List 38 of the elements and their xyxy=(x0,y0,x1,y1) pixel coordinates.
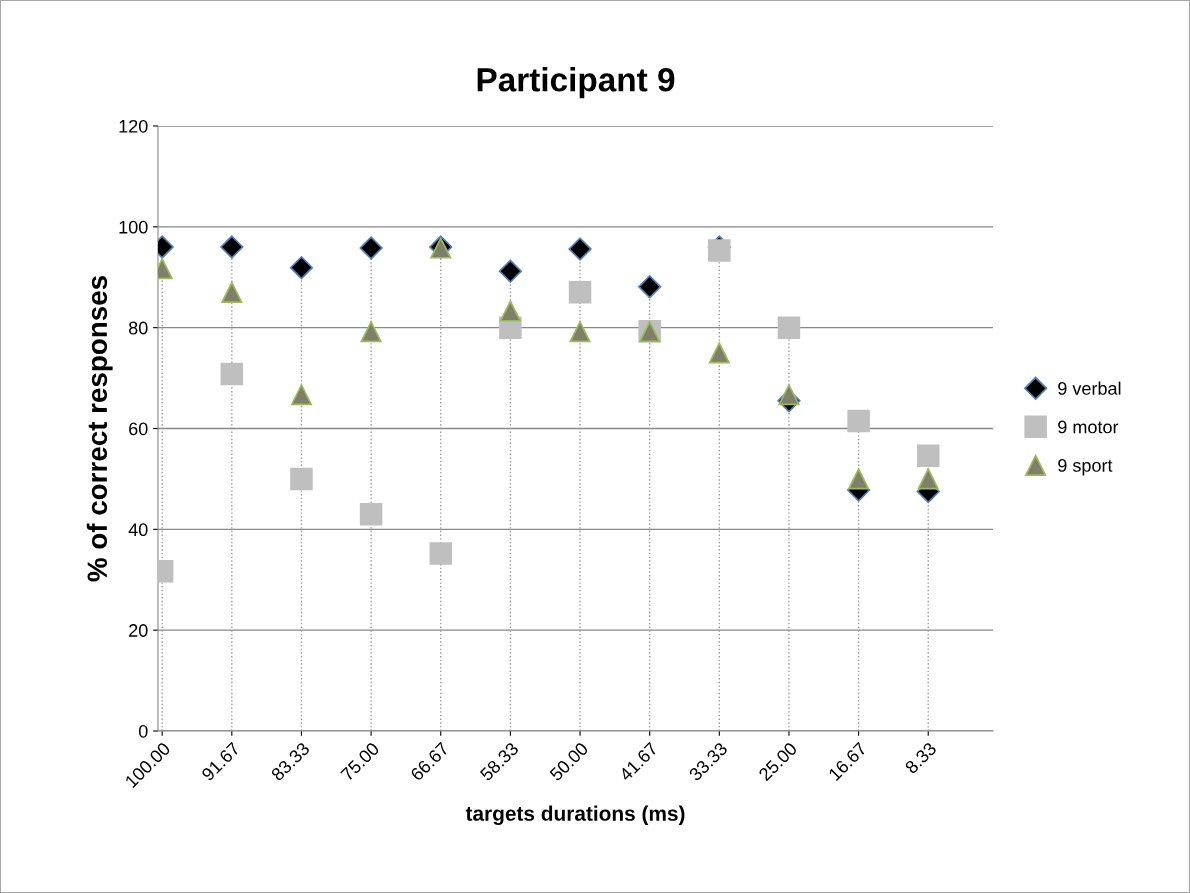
point xyxy=(290,467,313,491)
legend-label: 9 verbal xyxy=(1058,381,1121,395)
point xyxy=(289,256,314,280)
point xyxy=(638,275,662,299)
y-axis-title: % of correct responses xyxy=(86,276,113,582)
point xyxy=(359,236,383,260)
point xyxy=(290,384,313,406)
y-tick-label: 120 xyxy=(119,119,148,133)
point xyxy=(498,259,523,283)
y-tick-label: 60 xyxy=(129,422,148,436)
point xyxy=(778,384,800,406)
point xyxy=(360,321,382,343)
point xyxy=(777,316,801,339)
x-axis-title: targets durations (ms) xyxy=(465,805,685,826)
y-tick-label: 20 xyxy=(129,624,148,637)
point xyxy=(220,235,244,259)
point xyxy=(916,444,940,467)
point xyxy=(847,409,870,433)
point xyxy=(359,502,383,526)
y-tick-label: 40 xyxy=(128,523,148,537)
legend-label: 9 motor xyxy=(1058,420,1119,434)
point xyxy=(499,300,521,322)
point xyxy=(568,281,592,304)
y-tick-label: 80 xyxy=(128,321,148,335)
point xyxy=(917,468,939,490)
point xyxy=(221,281,243,303)
point xyxy=(429,542,452,565)
y-tick-label: 0 xyxy=(138,724,148,738)
legend-label: 9 sport xyxy=(1058,459,1113,476)
point xyxy=(848,468,870,490)
point xyxy=(568,237,592,261)
point xyxy=(569,321,591,343)
point xyxy=(708,239,731,262)
point xyxy=(708,342,730,364)
point xyxy=(220,362,244,386)
chart-title: Participant 9 xyxy=(477,67,675,99)
y-tick-label: 100 xyxy=(119,220,148,234)
x-tick-label: 8.33 xyxy=(904,741,938,775)
